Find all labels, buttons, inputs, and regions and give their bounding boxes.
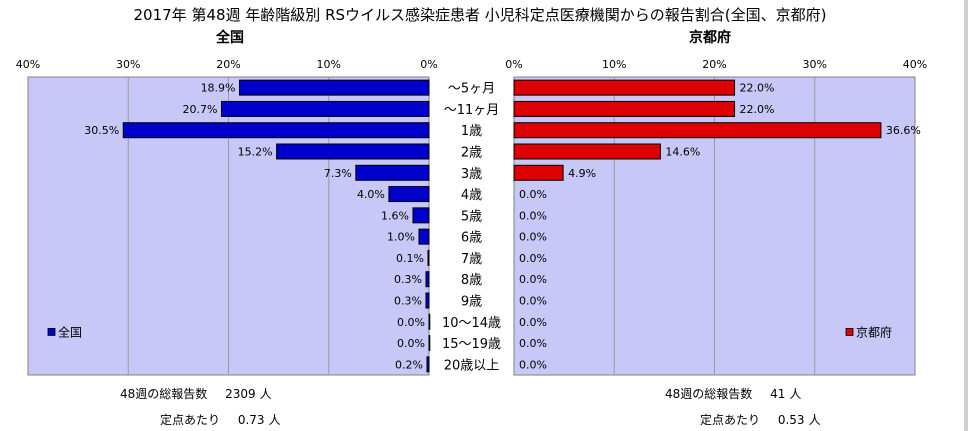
left-bar [355, 164, 430, 181]
left-bar [425, 271, 430, 288]
left-bar-value-label: 30.5% [84, 124, 119, 137]
right-bar-value-label: 36.6% [886, 124, 921, 137]
right-legend-label: 京都府 [856, 324, 892, 339]
right-bar-value-label: 14.6% [665, 146, 700, 159]
right-x-tick-label: 0% [505, 58, 522, 71]
right-bar-value-label: 0.0% [519, 273, 547, 286]
national-per-unit: 人 [268, 413, 281, 427]
national-total-label: 48週の総報告数 [120, 387, 208, 401]
kyoto-total-label: 48週の総報告数 [665, 387, 753, 401]
left-bar [425, 292, 430, 309]
left-bar [428, 335, 431, 352]
right-bar-value-label: 0.0% [519, 358, 547, 371]
national-per-point: 定点あたり 0.73 人 [160, 411, 281, 428]
left-bar [276, 143, 430, 160]
right-bar-value-label: 0.0% [519, 188, 547, 201]
category-label: 1歳 [461, 124, 482, 139]
right-x-tick-label: 20% [702, 58, 726, 71]
right-bar [513, 143, 661, 160]
chart-title: 2017年 第48週 年齢階級別 RSウイルス感染症患者 小児科定点医療機関から… [134, 6, 827, 24]
right-x-tick-label: 30% [803, 58, 827, 71]
left-bar-value-label: 20.7% [183, 103, 218, 116]
right-bar [513, 79, 736, 96]
left-bar [428, 313, 431, 330]
kyoto-per-unit: 人 [808, 413, 821, 427]
right-bar [513, 164, 564, 181]
left-bar-value-label: 0.3% [394, 273, 422, 286]
left-x-tick-label: 30% [116, 58, 140, 71]
kyoto-total-unit: 人 [789, 387, 802, 401]
left-bar-value-label: 0.3% [394, 295, 422, 308]
category-label: 5歳 [461, 209, 482, 224]
left-bar-value-label: 1.6% [381, 209, 409, 222]
kyoto-total: 48週の総報告数 41 人 [665, 385, 801, 402]
right-bar-value-label: 22.0% [740, 103, 775, 116]
category-label: ～5ヶ月 [448, 82, 495, 97]
left-legend-label: 全国 [58, 324, 82, 339]
left-bar [427, 249, 430, 266]
kyoto-per-point: 定点あたり 0.53 人 [700, 411, 821, 428]
right-bar-value-label: 4.9% [568, 167, 596, 180]
left-bar [426, 356, 430, 373]
category-label: 9歳 [461, 295, 482, 310]
right-bar [513, 100, 736, 117]
category-label: 7歳 [461, 252, 482, 267]
left-bar [388, 186, 430, 203]
left-x-tick-label: 20% [216, 58, 240, 71]
right-bar-value-label: 0.0% [519, 337, 547, 350]
left-legend-swatch [47, 328, 56, 336]
right-x-tick-label: 40% [903, 58, 927, 71]
left-x-tick-label: 0% [420, 58, 437, 71]
right-bar-value-label: 0.0% [519, 295, 547, 308]
left-bar [220, 100, 430, 117]
left-bar [412, 207, 430, 224]
left-bar-value-label: 4.0% [357, 188, 385, 201]
right-bar-value-label: 22.0% [740, 82, 775, 95]
right-x-tick-label: 10% [602, 58, 626, 71]
right-panel-title: 京都府 [689, 29, 731, 46]
national-total: 48週の総報告数 2309 人 [120, 385, 272, 402]
national-per-value: 0.73 [237, 413, 265, 427]
kyoto-per-label: 定点あたり [700, 413, 761, 427]
category-label: 6歳 [461, 231, 482, 246]
left-bar [418, 228, 430, 245]
category-label: 8歳 [461, 273, 482, 288]
kyoto-total-value: 41 [770, 387, 786, 401]
left-x-tick-label: 10% [317, 58, 341, 71]
left-bar-value-label: 18.9% [201, 82, 236, 95]
national-total-value: 2309 [225, 387, 256, 401]
category-label: 4歳 [461, 188, 482, 203]
left-bar-value-label: 0.0% [397, 316, 425, 329]
left-panel-title: 全国 [215, 29, 244, 46]
right-bar-value-label: 0.0% [519, 209, 547, 222]
national-total-unit: 人 [259, 387, 272, 401]
right-legend-swatch [845, 328, 854, 336]
category-label: 20歳以上 [444, 358, 500, 373]
category-label: 3歳 [461, 167, 482, 182]
left-bar [122, 122, 430, 139]
right-bar-value-label: 0.0% [519, 252, 547, 265]
right-bar-value-label: 0.0% [519, 316, 547, 329]
left-bar-value-label: 7.3% [324, 167, 352, 180]
left-bar-value-label: 1.0% [387, 231, 415, 244]
right-edge [964, 0, 968, 431]
category-label: ～11ヶ月 [444, 103, 500, 118]
plot-area: 40% 30% 20% 10% 0% 0% 10% 20% 30% 40% ～5ヶ月 ～11ヶ月 1歳 2… [16, 58, 927, 376]
left-bar-value-label: 0.2% [395, 358, 423, 371]
left-x-tick-label: 40% [16, 58, 40, 71]
category-label: 2歳 [461, 146, 482, 161]
kyoto-per-value: 0.53 [777, 413, 805, 427]
category-label: 15～19歳 [442, 337, 501, 352]
national-per-label: 定点あたり [160, 413, 221, 427]
left-bar-value-label: 15.2% [238, 146, 273, 159]
left-bar-value-label: 0.1% [396, 252, 424, 265]
left-bar [239, 79, 430, 96]
right-bar [513, 122, 882, 139]
left-bar-value-label: 0.0% [397, 337, 425, 350]
category-label: 10～14歳 [442, 316, 501, 331]
right-bar-value-label: 0.0% [519, 231, 547, 244]
